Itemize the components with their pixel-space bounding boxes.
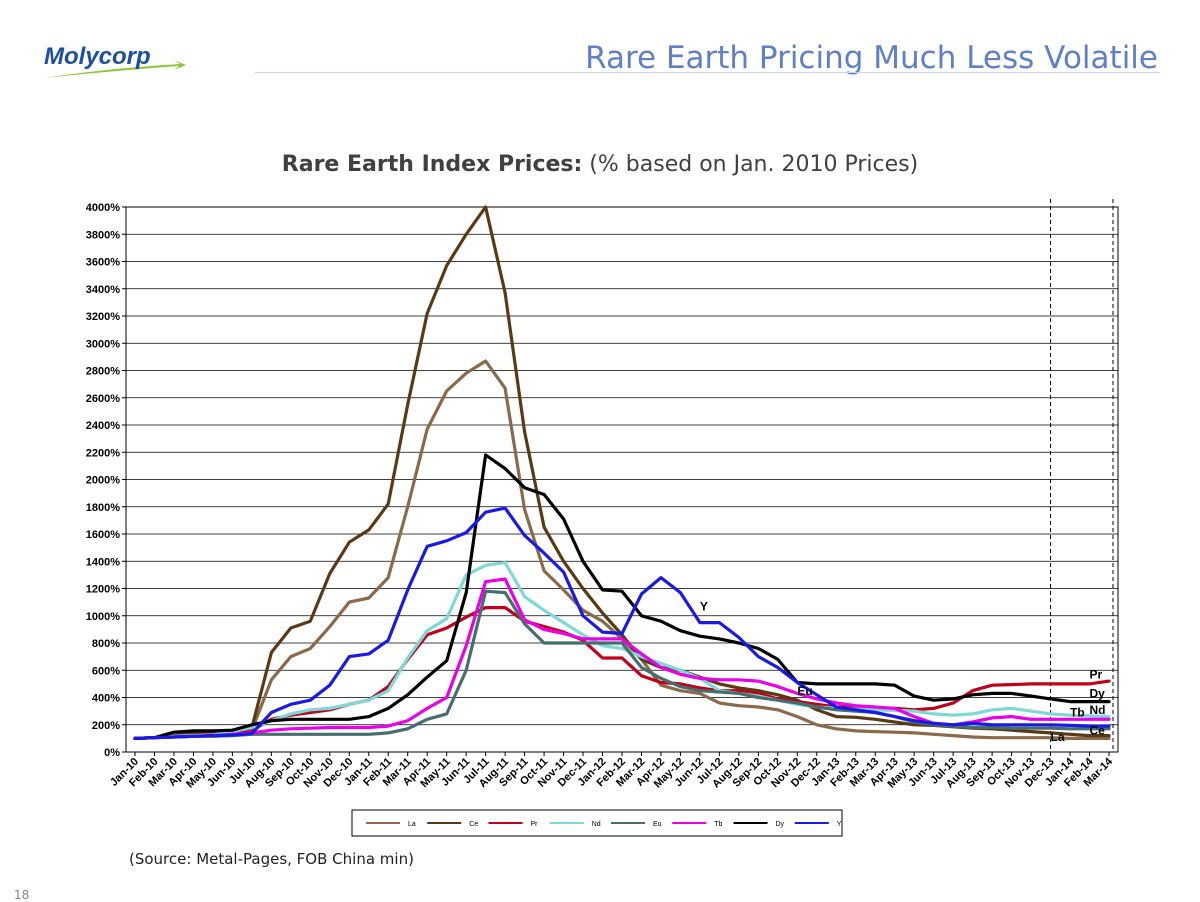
chart-title-rest: (% based on Jan. 2010 Prices)	[582, 152, 919, 177]
legend-label: Ce	[469, 821, 478, 828]
y-tick-label: 1400%	[86, 556, 120, 568]
y-tick-label: 1600%	[86, 529, 120, 541]
chart-title: Rare Earth Index Prices: (% based on Jan…	[0, 152, 1200, 177]
y-tick-label: 3800%	[86, 229, 120, 241]
y-tick-label: 400%	[92, 693, 120, 705]
y-tick-label: 3200%	[86, 311, 120, 323]
y-tick-label: 3400%	[86, 284, 120, 296]
series-label: Eu	[797, 684, 812, 698]
molycorp-logo: Molycorp	[44, 43, 186, 78]
chart-title-bold: Rare Earth Index Prices:	[281, 152, 583, 177]
y-tick-label: 0%	[104, 747, 120, 759]
y-tick-label: 200%	[92, 720, 120, 732]
rare-earth-price-chart: 0% 200% 400% 600% 800% 1000% 1200% 1400% 1600% 18…	[86, 199, 1119, 837]
series-line-pr	[133, 605, 1111, 741]
legend-label: Eu	[653, 821, 662, 828]
y-tick-label: 2200%	[86, 447, 120, 459]
y-tick-label: 1200%	[86, 584, 120, 596]
legend-label: Dy	[776, 821, 785, 828]
legend-label: La	[408, 821, 416, 828]
page-number: 18	[14, 888, 30, 902]
legend-label: Nd	[592, 821, 601, 828]
y-tick-label: 3000%	[86, 338, 120, 350]
series-label: Pr	[1090, 667, 1103, 681]
series-line-nd	[133, 560, 1111, 741]
series-label: La	[1051, 730, 1065, 744]
series-label: Dy	[1090, 687, 1106, 701]
y-tick-label: 2800%	[86, 366, 120, 378]
series-line-dy	[133, 453, 1111, 741]
y-tick-label: 1000%	[86, 611, 120, 623]
series-label: Y	[700, 599, 708, 613]
series-label: Ce	[1090, 723, 1106, 737]
y-tick-label: 2400%	[86, 420, 120, 432]
y-tick-label: 3600%	[86, 257, 120, 269]
y-tick-label: 2000%	[86, 475, 120, 487]
slide-title: Rare Earth Pricing Much Less Volatile	[585, 40, 1158, 76]
y-tick-label: 2600%	[86, 393, 120, 405]
y-tick-label: 1800%	[86, 502, 120, 514]
logo-swoosh	[44, 60, 186, 78]
legend-label: Y	[837, 821, 842, 828]
y-tick-label: 600%	[92, 665, 120, 677]
y-tick-label: 800%	[92, 638, 120, 650]
title-divider	[255, 72, 1160, 73]
source-note: (Source: Metal-Pages, FOB China min)	[129, 850, 414, 868]
series-label: Tb	[1070, 706, 1085, 720]
series-line-y	[133, 506, 1111, 741]
legend-label: Pr	[531, 821, 539, 828]
y-tick-label: 4000%	[86, 202, 120, 214]
logo-text: Molycorp	[44, 43, 151, 70]
series-label: Nd	[1090, 703, 1106, 717]
legend-label: Tb	[714, 821, 722, 828]
